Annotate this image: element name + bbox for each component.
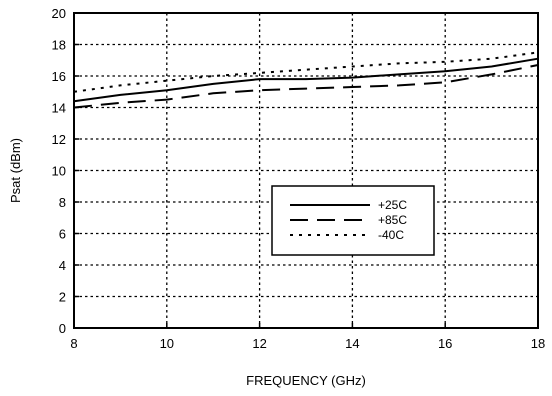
y-tick-label: 20 — [52, 6, 66, 21]
tick-labels: 8 10 12 14 16 18 0 2 4 6 8 10 12 14 16 18 20 — [52, 6, 546, 351]
series-layer — [73, 51, 539, 109]
legend-label: +25C — [378, 198, 407, 212]
x-tick-label: 8 — [70, 336, 77, 351]
y-tick-label: 2 — [59, 290, 66, 305]
y-tick-label: 4 — [59, 258, 66, 273]
y-tick-label: 0 — [59, 321, 66, 336]
legend-label: +85C — [378, 213, 407, 227]
series-line-dashed — [73, 64, 539, 109]
x-tick-label: 14 — [345, 336, 359, 351]
axis-ticks — [73, 12, 539, 329]
x-axis-title: FREQUENCY (GHz) — [246, 373, 366, 388]
legend-label: -40C — [378, 228, 404, 242]
y-axis-title: Psat (dBm) — [8, 138, 23, 203]
y-tick-label: 8 — [59, 195, 66, 210]
y-tick-label: 18 — [52, 38, 66, 53]
x-tick-label: 12 — [252, 336, 266, 351]
x-tick-label: 16 — [438, 336, 452, 351]
series-line-solid — [73, 57, 539, 103]
x-tick-label: 10 — [160, 336, 174, 351]
legend: +25C+85C-40C — [271, 185, 435, 256]
x-tick-label: 18 — [531, 336, 545, 351]
y-tick-label: 12 — [52, 132, 66, 147]
grid-lines — [74, 13, 538, 328]
y-tick-label: 16 — [52, 69, 66, 84]
y-tick-label: 10 — [52, 164, 66, 179]
series-line-dotted — [73, 51, 539, 93]
y-tick-label: 14 — [52, 101, 66, 116]
y-tick-label: 6 — [59, 227, 66, 242]
